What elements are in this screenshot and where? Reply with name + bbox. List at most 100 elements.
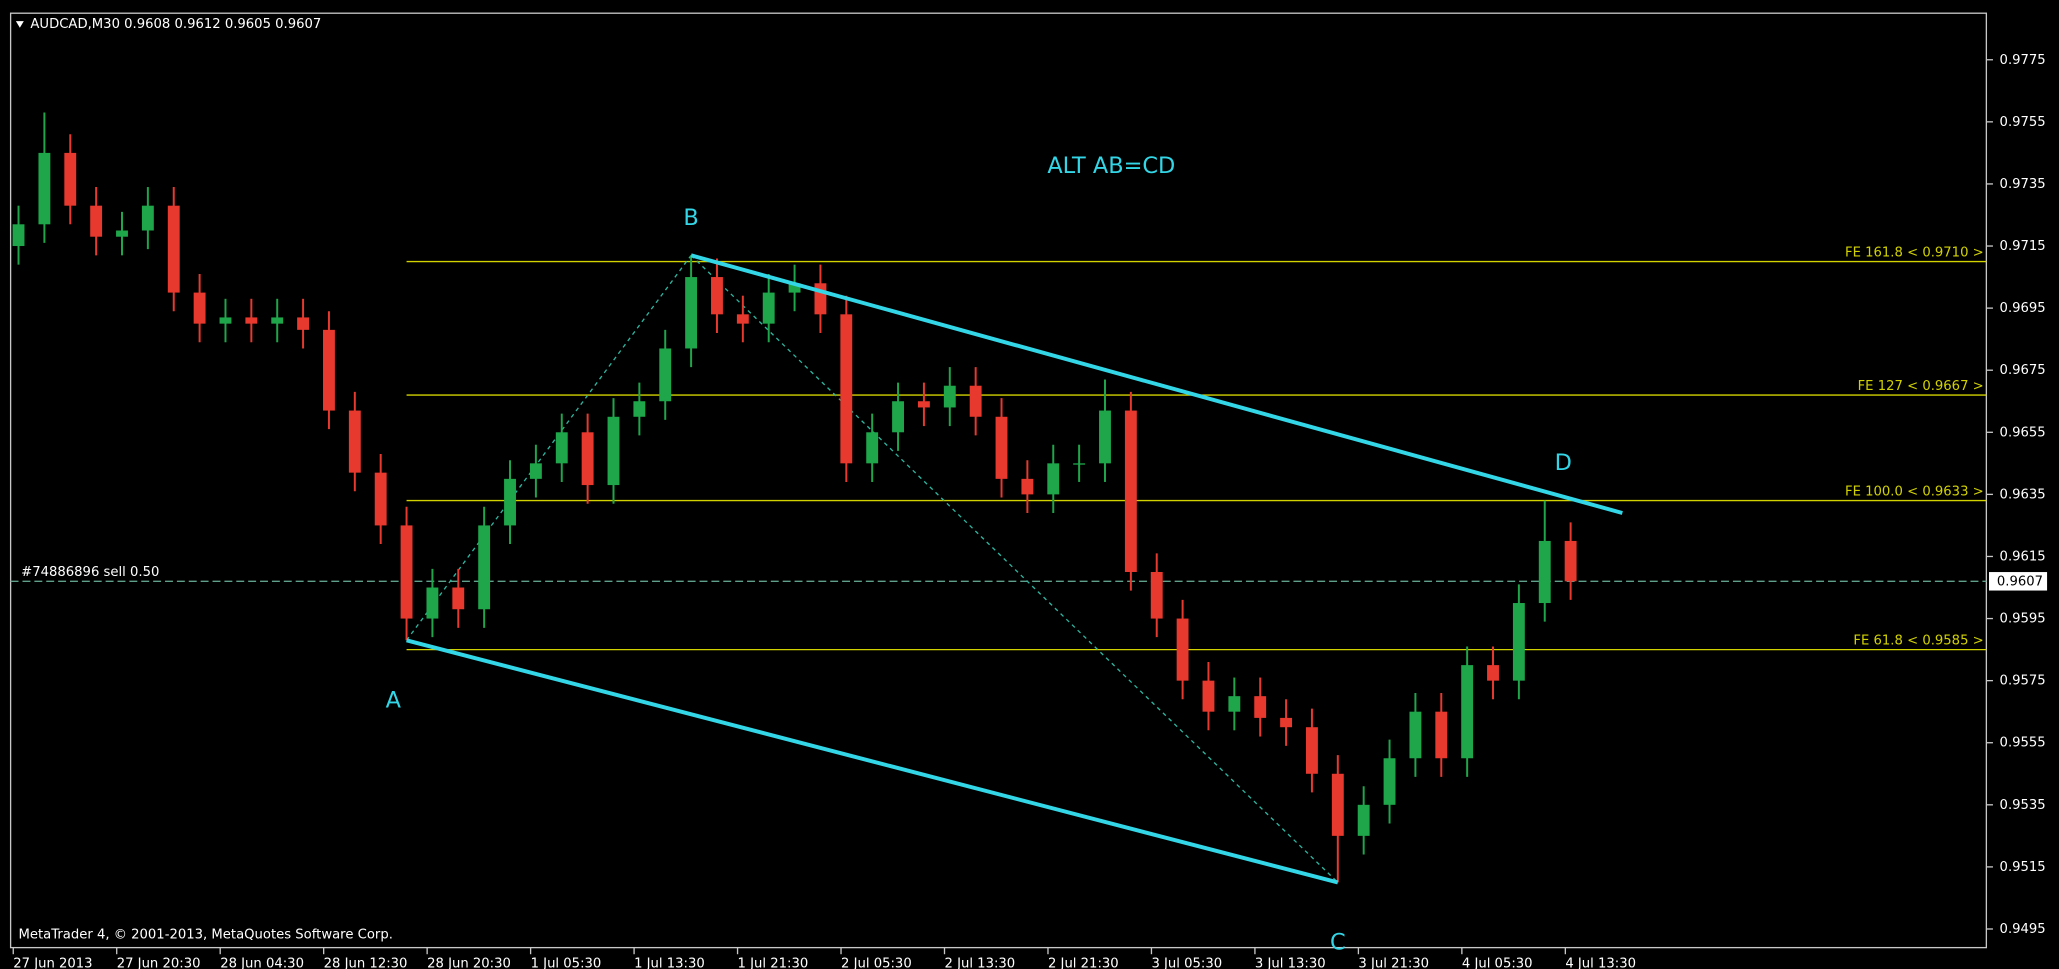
price-box (1988, 572, 2048, 591)
candle-body (1047, 463, 1060, 495)
candle-body (969, 385, 982, 417)
candle-body (1073, 463, 1086, 465)
annotation: ALT AB=CD (1047, 153, 1175, 179)
y-tick-label: 0.9635 (2000, 487, 2046, 502)
candle-body (1280, 717, 1293, 728)
trendline (406, 638, 1339, 885)
candle-body (116, 230, 128, 237)
x-tick-label: 4 Jul 13:30 (1565, 956, 1636, 969)
y-tick-label: 0.9755 (2000, 115, 2046, 130)
candle-body (1150, 571, 1163, 619)
candle-body (426, 587, 439, 619)
pattern-point-label: A (386, 687, 402, 713)
price-box-label: 0.9607 (1997, 574, 2043, 589)
candle-body (762, 292, 775, 324)
footer: MetaTrader 4, © 2001-2013, MetaQuotes So… (19, 927, 393, 942)
candle-body (504, 478, 516, 526)
candle-body (297, 317, 310, 330)
candle-body (64, 152, 77, 206)
candle-body (245, 317, 258, 324)
x-tick-label: 2 Jul 05:30 (841, 956, 912, 969)
x-tick-label: 28 Jun 12:30 (324, 956, 408, 969)
x-tick-label: 3 Jul 05:30 (1151, 956, 1222, 969)
y-tick-label: 0.9535 (2000, 798, 2046, 813)
fib-level-label: FE 61.8 < 0.9585 > (1853, 633, 1983, 648)
candle-body (90, 205, 103, 237)
candle-body (141, 205, 154, 231)
trendline (690, 253, 1623, 515)
candle-body (995, 416, 1008, 479)
y-tick-label: 0.9675 (2000, 363, 2046, 378)
candle-body (943, 385, 956, 408)
x-tick-label: 27 Jun 2013 (13, 956, 92, 969)
candle-body (840, 314, 853, 464)
candle-body (788, 283, 801, 293)
candle-body (529, 463, 542, 479)
candle-body (1383, 758, 1396, 805)
fib-level-label: FE 100.0 < 0.9633 > (1845, 484, 1984, 499)
candle-body (1331, 773, 1344, 836)
dropdown-arrow (15, 21, 24, 28)
candle-body (478, 525, 491, 610)
candle-body (219, 317, 232, 324)
candle-body (1099, 410, 1111, 464)
candle-body (12, 224, 25, 247)
x-tick-label: 1 Jul 05:30 (531, 956, 602, 969)
y-tick-label: 0.9735 (2000, 177, 2046, 192)
plot-frame (9, 12, 1988, 949)
candle-body (892, 401, 904, 433)
order-label: #74886896 sell 0.50 (21, 565, 159, 580)
candle-body (323, 329, 335, 411)
candle-body (374, 472, 387, 526)
fib-level-label: FE 127 < 0.9667 > (1858, 379, 1984, 394)
candle-body (271, 317, 284, 324)
candle-body (866, 432, 879, 464)
pattern-leg (406, 254, 692, 641)
candle-body (1564, 540, 1577, 582)
candle-body (607, 416, 620, 486)
candle-body (348, 410, 361, 473)
candle-body (581, 432, 594, 486)
x-tick-label: 2 Jul 21:30 (1048, 956, 1119, 969)
candle-body (736, 314, 749, 324)
y-tick-label: 0.9515 (2000, 860, 2046, 875)
candle-body (1202, 680, 1215, 712)
x-tick-label: 3 Jul 21:30 (1358, 956, 1429, 969)
candle-body (38, 152, 51, 225)
candle-body (400, 525, 413, 619)
candle-body (1461, 665, 1474, 759)
candle-body (1357, 804, 1370, 836)
y-tick-label: 0.9555 (2000, 736, 2046, 751)
candle-body (1124, 410, 1137, 572)
x-tick-label: 3 Jul 13:30 (1255, 956, 1326, 969)
y-tick-label: 0.9655 (2000, 425, 2046, 440)
candle-body (1409, 711, 1422, 759)
candle-body (659, 348, 672, 402)
y-tick-label: 0.9695 (2000, 301, 2046, 316)
candle-body (633, 401, 646, 417)
x-tick-label: 28 Jun 20:30 (427, 956, 511, 969)
candle-body (167, 205, 180, 293)
y-tick-label: 0.9595 (2000, 612, 2046, 627)
candle-body (1176, 618, 1189, 681)
x-tick-label: 1 Jul 13:30 (634, 956, 705, 969)
candle-body (1538, 540, 1551, 604)
candle-body (1487, 665, 1499, 681)
y-tick-label: 0.9495 (2000, 922, 2046, 937)
y-tick-label: 0.9575 (2000, 674, 2046, 689)
candle-body (917, 401, 930, 408)
y-tick-label: 0.9775 (2000, 53, 2046, 68)
candle-body (452, 587, 465, 610)
x-tick-label: 4 Jul 05:30 (1462, 956, 1533, 969)
candle-body (555, 432, 568, 464)
candle-body (1021, 478, 1034, 495)
candle-body (1254, 696, 1267, 718)
pattern-point-label: D (1555, 450, 1572, 476)
candle-body (711, 277, 723, 315)
x-tick-label: 28 Jun 04:30 (220, 956, 304, 969)
pattern-point-label: B (683, 205, 698, 231)
candle-body (685, 277, 698, 349)
x-tick-label: 27 Jun 20:30 (117, 956, 201, 969)
